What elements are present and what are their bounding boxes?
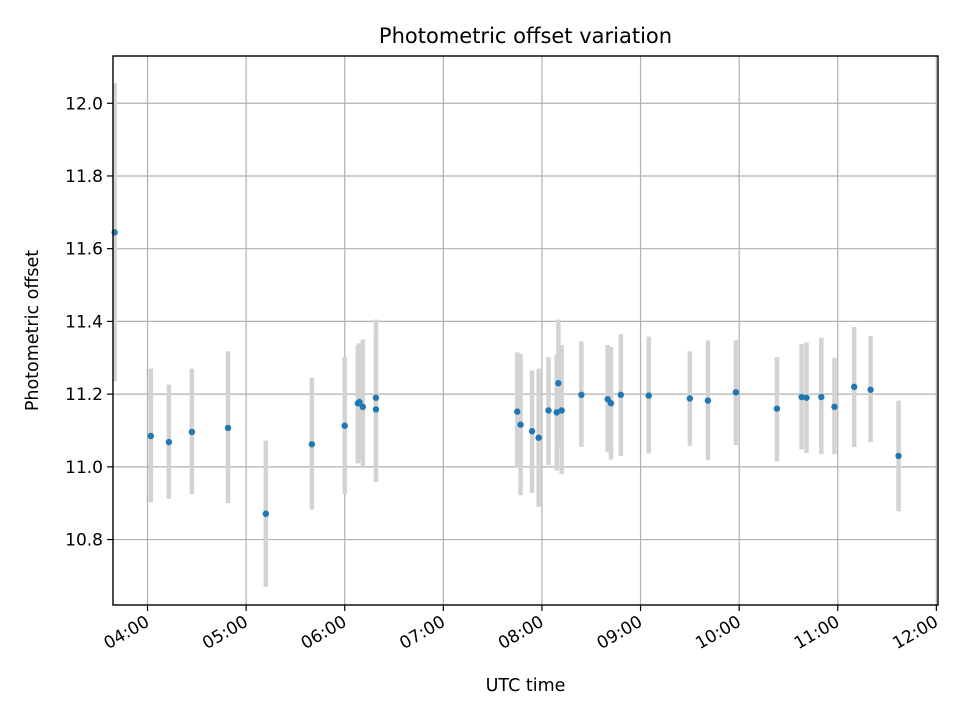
data-point [732, 389, 740, 396]
plot-area-frame [112, 55, 939, 606]
data-point [818, 393, 825, 401]
data-point [553, 409, 560, 416]
data-point [514, 408, 521, 415]
data-point [308, 441, 316, 448]
y-axis-ticks: 10.8 11.0 11.2 11.4 11.6 11.8 12.0 [65, 94, 113, 551]
y-axis-label: Photometric offset [23, 250, 43, 411]
y-tick-label: 12.0 [65, 94, 103, 114]
data-point [372, 406, 380, 413]
data-point [188, 428, 196, 436]
y-tick-label: 11.0 [65, 458, 103, 478]
data-point [341, 422, 348, 429]
grid [113, 56, 938, 605]
data-point [558, 407, 565, 414]
y-tick-label: 11.2 [65, 385, 103, 405]
data-point [224, 424, 232, 432]
data-point [359, 403, 367, 411]
data-point [535, 434, 542, 441]
data-point [545, 407, 552, 414]
y-tick-label: 11.6 [65, 240, 103, 260]
data-point [798, 393, 805, 401]
data-point [578, 391, 585, 399]
data-point [262, 510, 270, 517]
data-point [867, 386, 874, 393]
data-point [645, 392, 652, 399]
chart-title: Photometric offset variation [379, 24, 672, 48]
data-point [773, 405, 781, 412]
x-axis-label: UTC time [486, 676, 566, 696]
data-point [555, 380, 562, 387]
data-points [111, 229, 902, 517]
y-tick-label: 11.4 [65, 312, 103, 332]
y-tick-label: 10.8 [65, 531, 103, 551]
data-point [517, 421, 524, 428]
data-point [831, 403, 838, 411]
data-point [356, 398, 363, 406]
data-point [617, 391, 625, 399]
data-point [704, 397, 712, 404]
data-point [686, 395, 694, 402]
data-point [607, 400, 615, 407]
data-point [803, 394, 810, 401]
data-point [528, 428, 536, 435]
data-point [372, 394, 380, 401]
data-point [895, 452, 902, 460]
y-tick-label: 11.8 [65, 167, 103, 187]
data-point [850, 383, 858, 391]
data-point [165, 438, 173, 446]
data-point [147, 432, 154, 440]
